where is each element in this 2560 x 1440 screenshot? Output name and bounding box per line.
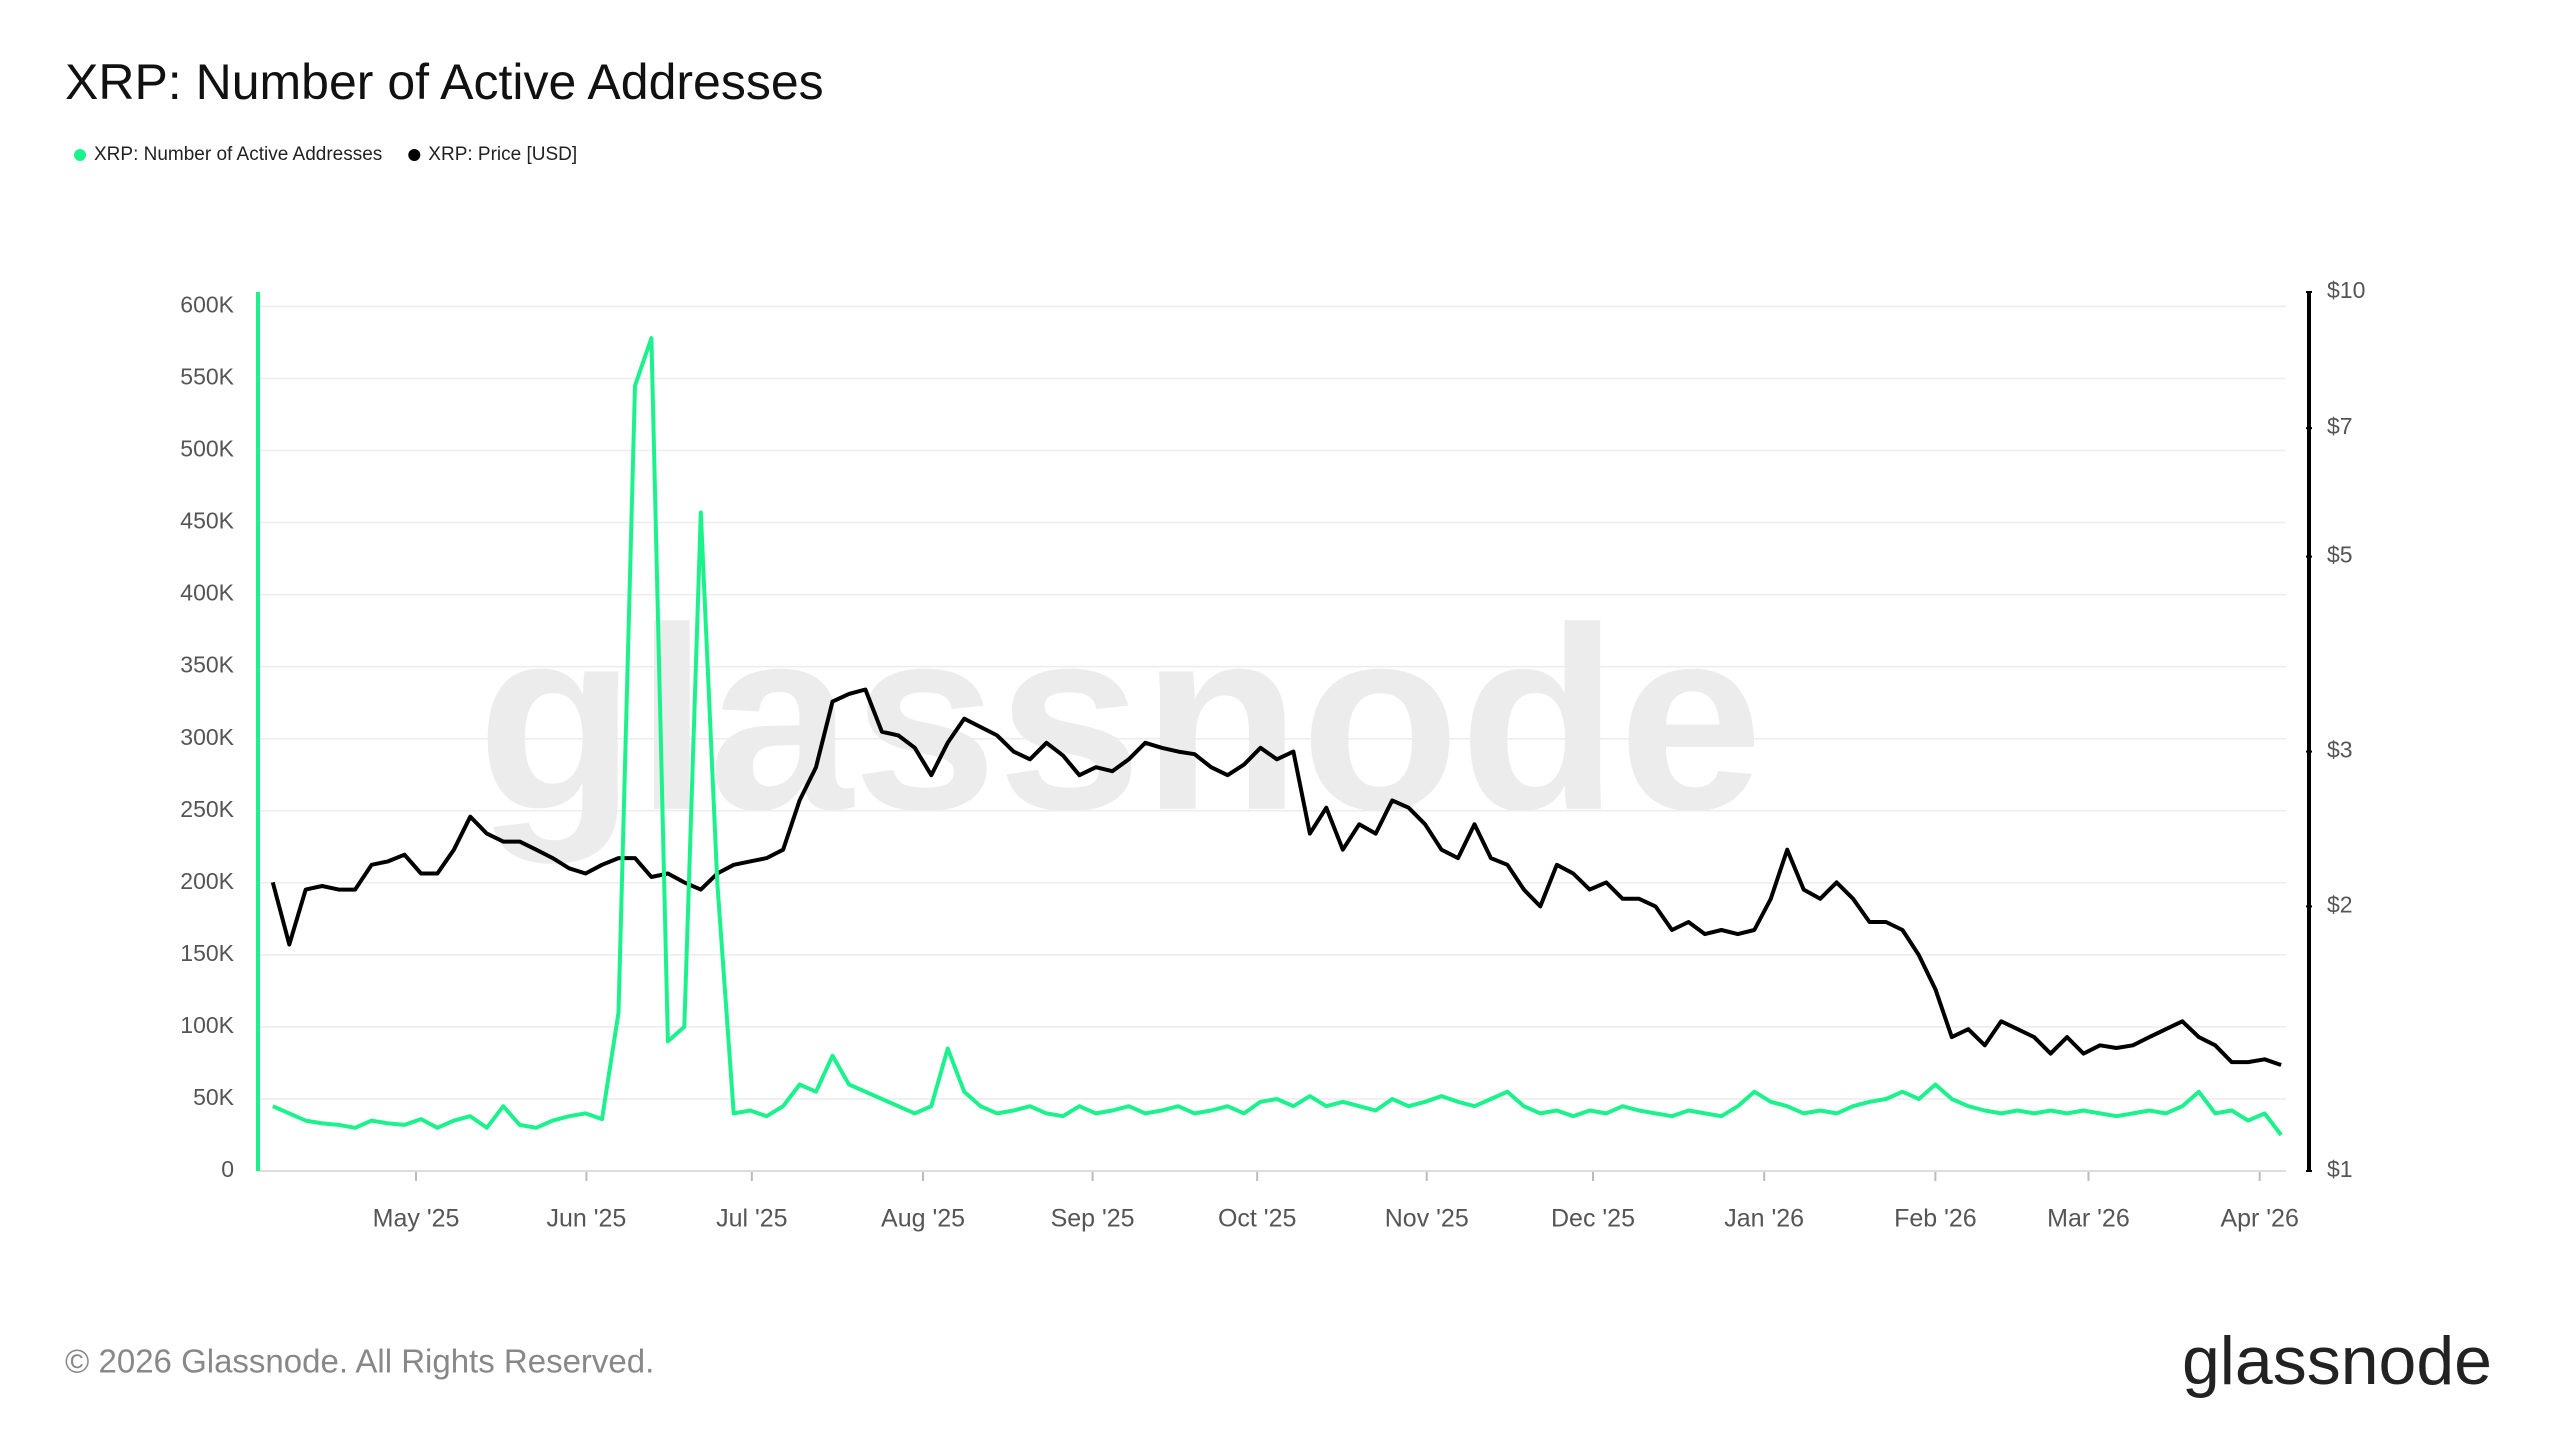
x-tick-label: Jul '25 bbox=[716, 1205, 787, 1233]
legend-marker bbox=[408, 149, 421, 161]
y-tick-label: 0 bbox=[221, 1156, 234, 1182]
y-tick-label: 600K bbox=[180, 291, 234, 317]
x-tick-label: Jun '25 bbox=[546, 1205, 626, 1233]
x-tick-label: Oct '25 bbox=[1218, 1205, 1296, 1233]
watermark: glassnode bbox=[477, 575, 1763, 866]
x-tick-label: Jan '26 bbox=[1724, 1205, 1804, 1233]
y2-tick-label: $10 bbox=[2327, 277, 2365, 303]
x-tick-label: May '25 bbox=[373, 1205, 460, 1233]
y-tick-label: 50K bbox=[193, 1084, 235, 1110]
series-line bbox=[272, 336, 2283, 1137]
y2-tick-label: $7 bbox=[2327, 413, 2353, 439]
chart-title: XRP: Number of Active Addresses bbox=[65, 54, 824, 110]
y-tick-label: 250K bbox=[180, 796, 234, 822]
y-tick-label: 150K bbox=[180, 940, 234, 966]
x-tick-label: Feb '26 bbox=[1894, 1205, 1977, 1233]
y2-tick-label: $3 bbox=[2327, 737, 2353, 763]
y-tick-label: 100K bbox=[180, 1012, 234, 1038]
y-tick-label: 550K bbox=[180, 364, 234, 390]
y-tick-label: 500K bbox=[180, 436, 234, 462]
legend-label: XRP: Number of Active Addresses bbox=[94, 144, 382, 165]
legend-marker bbox=[74, 149, 86, 161]
y-tick-label: 400K bbox=[180, 580, 234, 606]
logo: glassnode bbox=[2182, 1323, 2492, 1399]
y-tick-label: 200K bbox=[180, 868, 234, 894]
legend-label: XRP: Price [USD] bbox=[428, 144, 577, 165]
y2-tick-label: $1 bbox=[2327, 1156, 2353, 1182]
x-tick-label: Nov '25 bbox=[1385, 1205, 1469, 1233]
y-tick-label: 300K bbox=[180, 724, 234, 750]
y-tick-label: 450K bbox=[180, 508, 234, 534]
y2-tick-label: $5 bbox=[2327, 542, 2353, 568]
x-tick-label: Aug '25 bbox=[881, 1205, 965, 1233]
copyright: © 2026 Glassnode. All Rights Reserved. bbox=[65, 1343, 654, 1380]
x-tick-label: Mar '26 bbox=[2047, 1205, 2130, 1233]
x-tick-label: Apr '26 bbox=[2220, 1205, 2298, 1233]
y2-tick-label: $2 bbox=[2327, 891, 2353, 917]
y-tick-label: 350K bbox=[180, 652, 234, 678]
series-line bbox=[270, 687, 2282, 1067]
x-tick-label: Sep '25 bbox=[1051, 1205, 1135, 1233]
x-tick-label: Dec '25 bbox=[1551, 1205, 1635, 1233]
